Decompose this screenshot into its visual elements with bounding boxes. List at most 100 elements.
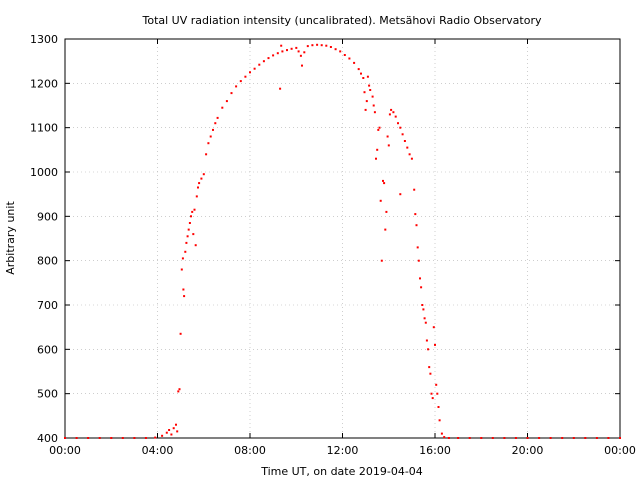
data-point bbox=[306, 45, 309, 48]
data-point bbox=[179, 332, 182, 335]
y-tick-label: 1000 bbox=[30, 166, 58, 179]
data-point bbox=[468, 437, 471, 439]
data-point bbox=[480, 437, 483, 439]
data-point bbox=[369, 89, 372, 91]
data-point bbox=[549, 437, 552, 439]
data-point bbox=[363, 91, 366, 94]
data-point bbox=[377, 128, 380, 131]
data-point bbox=[419, 277, 421, 280]
data-point bbox=[249, 71, 251, 74]
data-point bbox=[267, 57, 270, 60]
data-point bbox=[154, 436, 157, 439]
data-point bbox=[399, 126, 402, 129]
data-point bbox=[365, 100, 368, 103]
data-point bbox=[438, 419, 441, 422]
data-point bbox=[258, 63, 261, 66]
data-point bbox=[75, 437, 78, 439]
data-point bbox=[181, 257, 184, 260]
data-point bbox=[503, 437, 506, 439]
data-point bbox=[383, 182, 386, 185]
data-point bbox=[214, 122, 217, 125]
data-point bbox=[133, 437, 136, 439]
data-point bbox=[368, 84, 371, 87]
data-point bbox=[197, 186, 199, 189]
data-point bbox=[584, 437, 587, 439]
data-point bbox=[272, 54, 275, 57]
data-point bbox=[209, 135, 212, 138]
data-point bbox=[380, 259, 383, 262]
data-point bbox=[417, 259, 420, 262]
data-point bbox=[572, 437, 575, 439]
data-point bbox=[295, 46, 298, 49]
data-point bbox=[187, 228, 190, 231]
data-point bbox=[348, 57, 351, 60]
data-point bbox=[440, 432, 443, 435]
data-point bbox=[353, 61, 356, 64]
data-point bbox=[410, 157, 413, 160]
data-point bbox=[376, 148, 379, 151]
chart-title: Total UV radiation intensity (uncalibrat… bbox=[142, 14, 542, 27]
x-tick-label: 04:00 bbox=[142, 444, 174, 457]
data-point bbox=[297, 50, 300, 53]
data-point bbox=[538, 437, 541, 439]
data-point bbox=[561, 437, 564, 439]
data-point bbox=[392, 111, 395, 114]
data-point bbox=[343, 54, 346, 56]
data-point bbox=[225, 100, 228, 103]
y-tick-label: 900 bbox=[37, 210, 58, 223]
data-point bbox=[188, 222, 191, 224]
data-point bbox=[386, 135, 389, 138]
data-point bbox=[253, 67, 256, 70]
data-point bbox=[430, 392, 433, 395]
x-ticks: 00:00 04:00 08:00 12:00 16:00 20:00 00:00 bbox=[49, 39, 636, 457]
data-point bbox=[415, 224, 418, 227]
data-point bbox=[379, 199, 382, 202]
data-point bbox=[416, 246, 419, 249]
x-tick-label: 20:00 bbox=[512, 444, 544, 457]
data-point bbox=[387, 144, 390, 147]
data-point bbox=[422, 308, 425, 311]
data-points bbox=[64, 43, 621, 439]
x-tick-label: 16:00 bbox=[419, 444, 451, 457]
data-point bbox=[366, 75, 369, 78]
data-point bbox=[325, 44, 328, 47]
data-point bbox=[619, 437, 621, 439]
data-point bbox=[408, 153, 411, 156]
data-point bbox=[375, 157, 377, 160]
data-point bbox=[607, 437, 610, 439]
data-point bbox=[401, 133, 404, 136]
data-point bbox=[286, 49, 288, 52]
data-point bbox=[447, 437, 450, 439]
data-point bbox=[244, 75, 247, 78]
data-point bbox=[425, 339, 428, 342]
data-point bbox=[427, 348, 430, 351]
data-point bbox=[420, 286, 423, 289]
data-point bbox=[339, 50, 342, 53]
data-point bbox=[207, 142, 210, 145]
data-point bbox=[399, 193, 402, 196]
data-point bbox=[436, 392, 439, 395]
data-point bbox=[431, 397, 434, 400]
data-point bbox=[424, 321, 427, 324]
data-point bbox=[230, 92, 233, 95]
data-point bbox=[191, 210, 194, 213]
data-point bbox=[432, 326, 435, 329]
data-point bbox=[192, 233, 195, 236]
data-point bbox=[186, 235, 189, 238]
data-point bbox=[301, 64, 303, 67]
data-point bbox=[198, 182, 201, 185]
data-point bbox=[457, 437, 460, 439]
data-point bbox=[413, 188, 416, 191]
data-point bbox=[193, 208, 196, 211]
data-point bbox=[184, 250, 187, 253]
data-point bbox=[235, 85, 238, 88]
data-point bbox=[595, 437, 598, 439]
data-point bbox=[200, 177, 203, 180]
data-point bbox=[382, 179, 384, 182]
plot-frame bbox=[64, 38, 621, 439]
y-ticks: 400 500 600 700 800 900 1000 1100 1200 1300 bbox=[30, 33, 620, 445]
data-point bbox=[443, 436, 446, 439]
data-point bbox=[311, 44, 314, 47]
data-point bbox=[303, 51, 306, 54]
